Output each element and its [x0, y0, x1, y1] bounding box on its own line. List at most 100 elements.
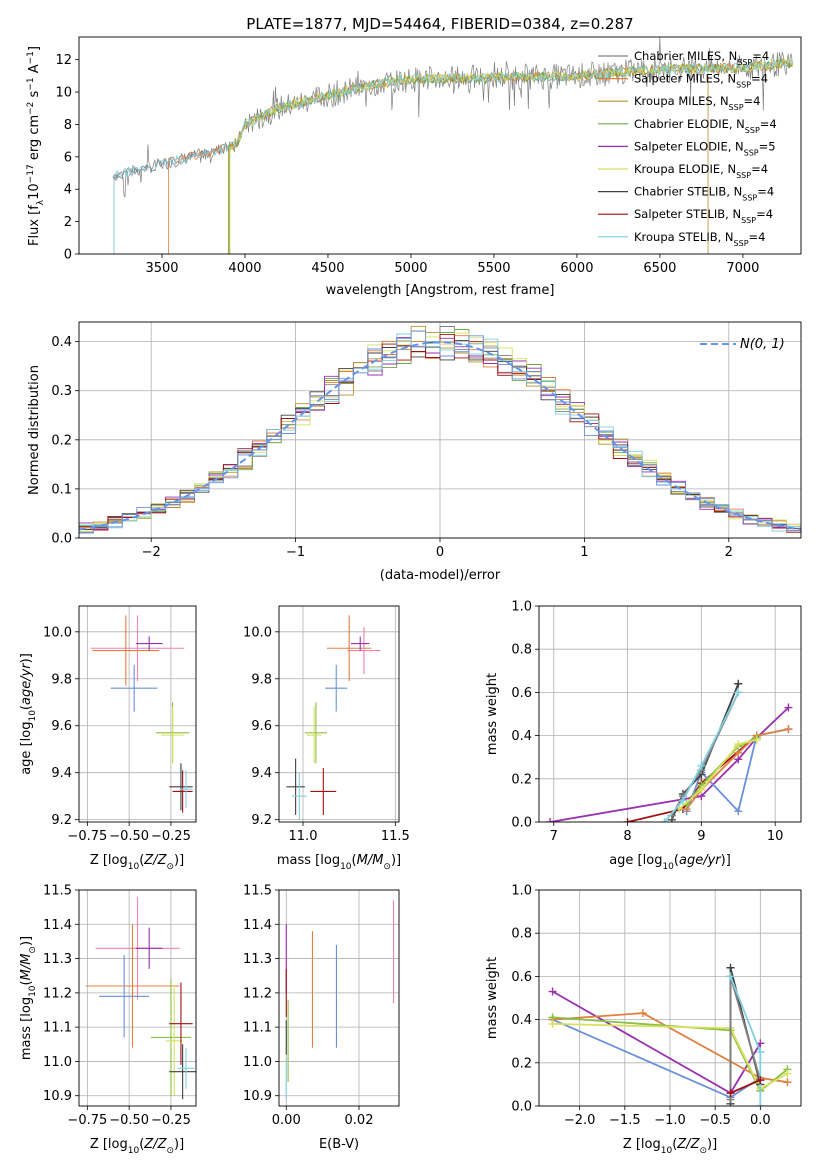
x-tick-label: 7000 — [726, 261, 759, 276]
x-tick-label: 6000 — [560, 261, 593, 276]
legend-entry: Kroupa MILES, NSSP=4 — [634, 94, 760, 112]
age_vs_mass-axes: 11.0 11.5 9.2 9.4 9.6 9.8 10.0 mass [log10(M/M⊙… — [243, 605, 410, 872]
y-tick-label: 11.5 — [243, 884, 272, 899]
mass_vs_ebv-plot-area — [279, 890, 399, 1106]
weight-marker — [678, 796, 687, 805]
errorbar-point — [286, 758, 305, 815]
weight-marker — [697, 785, 706, 794]
y-tick-label: 11.0 — [43, 1055, 72, 1070]
legend-entry: Kroupa ELODIE, NSSP=4 — [634, 162, 768, 180]
errorbar-point — [150, 979, 191, 1096]
x-tick-label: −1.0 — [654, 1113, 686, 1128]
x-tick-label: −2.0 — [564, 1113, 596, 1128]
x-axis-label: (data-model)/error — [380, 568, 501, 583]
errorbar-point — [135, 636, 163, 651]
weight_vs_age-axes: 7 8 9 10 0.0 0.2 0.4 0.6 0.8 1.0 age [log10(age/yr… — [485, 600, 802, 872]
mass_vs_Z-axes: −0.75 −0.50 −0.25 10.9 11.0 11.1 11.2 11.3 11.4 1… — [19, 884, 197, 1156]
x-tick-label: 5500 — [477, 261, 510, 276]
weight-series — [726, 972, 765, 1106]
age_vs_mass-frame — [278, 605, 400, 823]
errorbar-point — [310, 768, 337, 815]
y-tick-label: 0.6 — [511, 970, 532, 985]
y-tick-label: 11.4 — [43, 918, 72, 933]
x-tick-label: 4500 — [311, 261, 344, 276]
weight-marker — [734, 679, 743, 688]
x-tick-label: 10 — [767, 829, 784, 844]
residuals-plot-area — [79, 322, 801, 538]
x-axis-label: Z [log10(Z/Z⊙)] — [90, 1137, 184, 1156]
weight-marker — [783, 1078, 792, 1087]
x-axis-label: E(B-V) — [319, 1137, 359, 1152]
weight-marker — [660, 818, 669, 822]
y-tick-label: 6 — [64, 150, 72, 165]
errorbar-point — [99, 955, 150, 1038]
errorbar-point — [304, 702, 327, 764]
y-tick-label: 0.2 — [511, 1056, 532, 1071]
weight-series — [546, 703, 793, 822]
y-tick-label: 9.2 — [51, 813, 72, 828]
legend-entry: Chabrier ELODIE, NSSP=4 — [634, 117, 777, 135]
weight-marker — [756, 1048, 765, 1056]
mass_vs_Z-frame — [78, 889, 197, 1107]
y-tick-label: 10.0 — [243, 625, 272, 640]
x-tick-label: 7 — [550, 829, 558, 844]
y-tick-label: 10.0 — [43, 625, 72, 640]
errorbar-point — [169, 763, 193, 811]
y-tick-label: 11.5 — [43, 884, 72, 899]
mass_vs_Z-plot-area — [79, 890, 196, 1106]
x-tick-label: 1 — [580, 545, 588, 560]
y-tick-label: 0.4 — [511, 729, 532, 744]
legend-entry: Salpeter ELODIE, NSSP=5 — [634, 139, 776, 157]
figure-title: PLATE=1877, MJD=54464, FIBERID=0384, z=0… — [246, 15, 633, 33]
errorbar-point — [172, 770, 193, 813]
x-tick-label: −0.5 — [699, 1113, 731, 1128]
weight-marker — [726, 972, 735, 981]
residuals-frame — [78, 321, 802, 539]
weight-series — [682, 725, 793, 814]
x-tick-label: −1.5 — [609, 1113, 641, 1128]
spectrum-model-line — [228, 57, 793, 254]
age_vs_mass-plot-area — [279, 606, 399, 822]
weight-marker — [623, 818, 632, 822]
weight-marker — [726, 963, 735, 972]
weight_vs_Z-frame — [538, 889, 802, 1107]
x-axis-label: wavelength [Angstrom, rest frame] — [326, 283, 555, 298]
weight-marker — [638, 1009, 647, 1018]
errorbar-point — [135, 927, 163, 969]
y-tick-label: 0.1 — [51, 482, 72, 497]
x-tick-label: 4000 — [228, 261, 261, 276]
x-tick-label: 6500 — [643, 261, 676, 276]
weight-marker — [734, 688, 743, 697]
y-tick-label: 0.3 — [51, 384, 72, 399]
y-tick-label: 11.3 — [243, 952, 272, 967]
y-tick-label: 11.1 — [243, 1021, 272, 1036]
y-tick-label: 9.4 — [51, 766, 72, 781]
spectrum-model-line — [168, 59, 794, 254]
y-tick-label: 10.9 — [43, 1089, 72, 1104]
legend-entry: Chabrier STELIB, NSSP=4 — [634, 185, 774, 203]
y-tick-label: 11.3 — [43, 952, 72, 967]
weight-marker — [783, 1069, 792, 1078]
legend-entry: Chabrier MILES, NSSP=4 — [634, 49, 769, 67]
age_vs_Z-frame — [78, 605, 197, 823]
spectrum-plot-area — [112, 37, 794, 254]
weight-marker — [784, 703, 793, 712]
x-tick-label: −0.25 — [151, 1113, 191, 1128]
y-axis-label: age [log10(age/yr)] — [19, 653, 38, 775]
errorbar-point — [92, 615, 160, 686]
errorbar-point — [325, 664, 348, 712]
x-axis-label: age [log10(age/yr)] — [609, 853, 731, 872]
y-axis-label: mass weight — [485, 673, 500, 755]
errorbar-point — [169, 982, 193, 1065]
y-tick-label: 12 — [55, 53, 72, 68]
weight-marker — [548, 1019, 557, 1028]
x-tick-label: 2 — [725, 545, 733, 560]
weight-marker — [734, 740, 743, 749]
weight-series — [675, 735, 761, 814]
x-tick-label: −0.75 — [67, 1113, 107, 1128]
y-axis-label: mass weight — [485, 957, 500, 1039]
mass_vs_ebv-axes: 0.00 0.02 10.9 11.0 11.1 11.2 11.3 11.4 11.5 E(B-… — [243, 884, 400, 1152]
errorbar-point — [165, 986, 183, 1096]
weight_vs_age-frame — [538, 605, 802, 823]
